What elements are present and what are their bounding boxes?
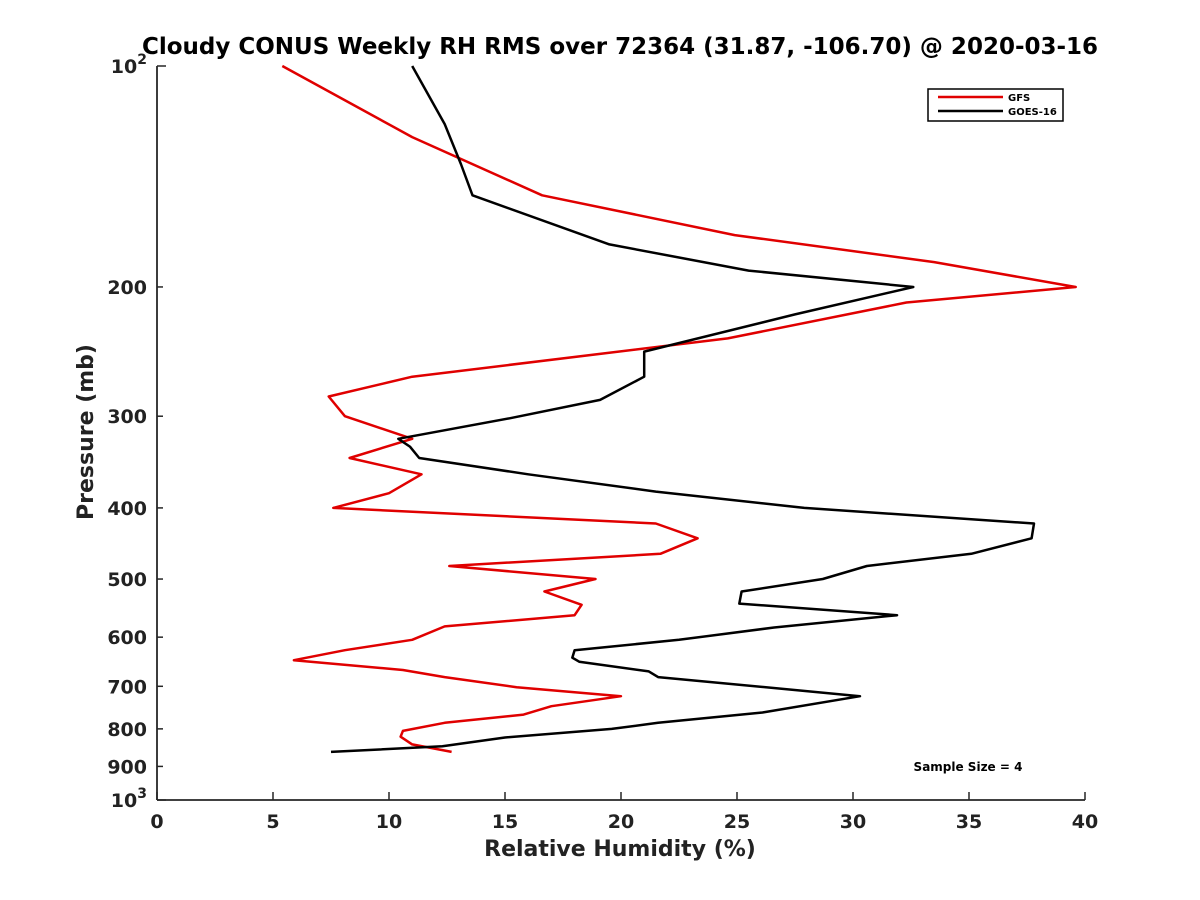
y-tick-label: 600	[107, 627, 147, 649]
x-axis-label: Relative Humidity (%)	[484, 837, 756, 862]
legend: GFS GOES-16	[927, 88, 1064, 122]
y-tick-label: 300	[107, 406, 147, 428]
y-tick-label: 200	[107, 277, 147, 299]
series-line-gfs	[281, 64, 1077, 754]
y-axis-label: Pressure (mb)	[74, 344, 99, 520]
sample-size-annotation: Sample Size = 4	[914, 760, 1023, 774]
y-tick-label: 103	[111, 786, 147, 812]
y-tick-label: 800	[107, 719, 147, 741]
x-tick-label: 0	[150, 811, 163, 833]
y-tick-label: 102	[111, 52, 147, 78]
x-tick-label: 25	[724, 811, 750, 833]
y-tick-label: 900	[107, 756, 147, 778]
y-tick-label: 500	[107, 569, 147, 591]
y-tick-label: 700	[107, 676, 147, 698]
legend-box	[927, 88, 1064, 122]
y-tick-label: 400	[107, 498, 147, 520]
series-line-goes-16	[330, 65, 1036, 754]
plot-lines	[281, 64, 1077, 754]
legend-label-gfs: GFS	[1008, 93, 1030, 104]
x-tick-label: 35	[956, 811, 982, 833]
x-tick-label: 20	[608, 811, 634, 833]
chart-title: Cloudy CONUS Weekly RH RMS over 72364 (3…	[142, 34, 1098, 60]
x-tick-label: 30	[840, 811, 866, 833]
legend-label-goes-16: GOES-16	[1008, 107, 1057, 118]
x-tick-label: 40	[1072, 811, 1098, 833]
x-tick-label: 5	[266, 811, 279, 833]
x-tick-label: 15	[492, 811, 518, 833]
x-tick-label: 10	[376, 811, 402, 833]
axes: 0 5 10 15 20 25 30 35 40 102 200 300 400 500 600 700 800…	[107, 52, 1098, 833]
